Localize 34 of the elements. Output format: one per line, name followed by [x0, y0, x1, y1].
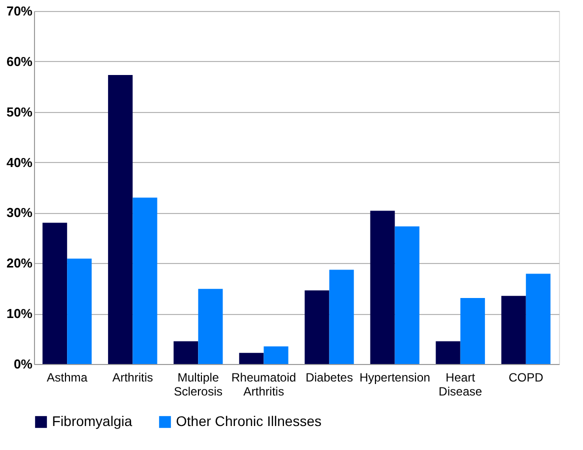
- bar: [370, 210, 395, 364]
- x-tick-label: Multiple Sclerosis: [174, 370, 223, 398]
- y-tick-label: 20%: [6, 256, 33, 271]
- bar: [132, 198, 158, 364]
- x-tick-label: Rheumatoid Arthritis: [231, 370, 296, 398]
- bar: [42, 222, 68, 364]
- x-tick-label: COPD: [508, 370, 544, 384]
- y-tick-label: 40%: [6, 154, 33, 170]
- x-tick-label: Heart Disease: [438, 370, 482, 398]
- legend-label: Other Chronic Illnesses: [176, 413, 322, 429]
- bar: [264, 346, 288, 364]
- x-tick-label: Diabetes: [306, 370, 353, 384]
- y-tick-label: 30%: [6, 205, 33, 220]
- x-tick-label: Hypertension: [359, 370, 430, 384]
- y-tick-label: 0%: [14, 356, 33, 372]
- x-tick-label: Arthritis: [112, 370, 153, 384]
- y-tick-label: 60%: [6, 54, 33, 69]
- bar: [67, 258, 92, 364]
- legend-label: Fibromyalgia: [52, 413, 132, 429]
- bar: [501, 296, 526, 364]
- bar: [174, 341, 198, 364]
- bar: [108, 75, 133, 364]
- y-tick-label: 70%: [6, 4, 33, 18]
- bar: [526, 274, 550, 364]
- x-tick-label: Asthma: [46, 370, 88, 384]
- bar: [198, 288, 223, 364]
- bar: [460, 298, 485, 364]
- bar: [304, 290, 330, 364]
- bar: [329, 270, 354, 364]
- y-tick-label: 50%: [6, 104, 33, 120]
- bar: [394, 226, 420, 364]
- bar: [239, 352, 264, 364]
- y-tick-label: 10%: [6, 306, 33, 322]
- bar: [436, 341, 460, 364]
